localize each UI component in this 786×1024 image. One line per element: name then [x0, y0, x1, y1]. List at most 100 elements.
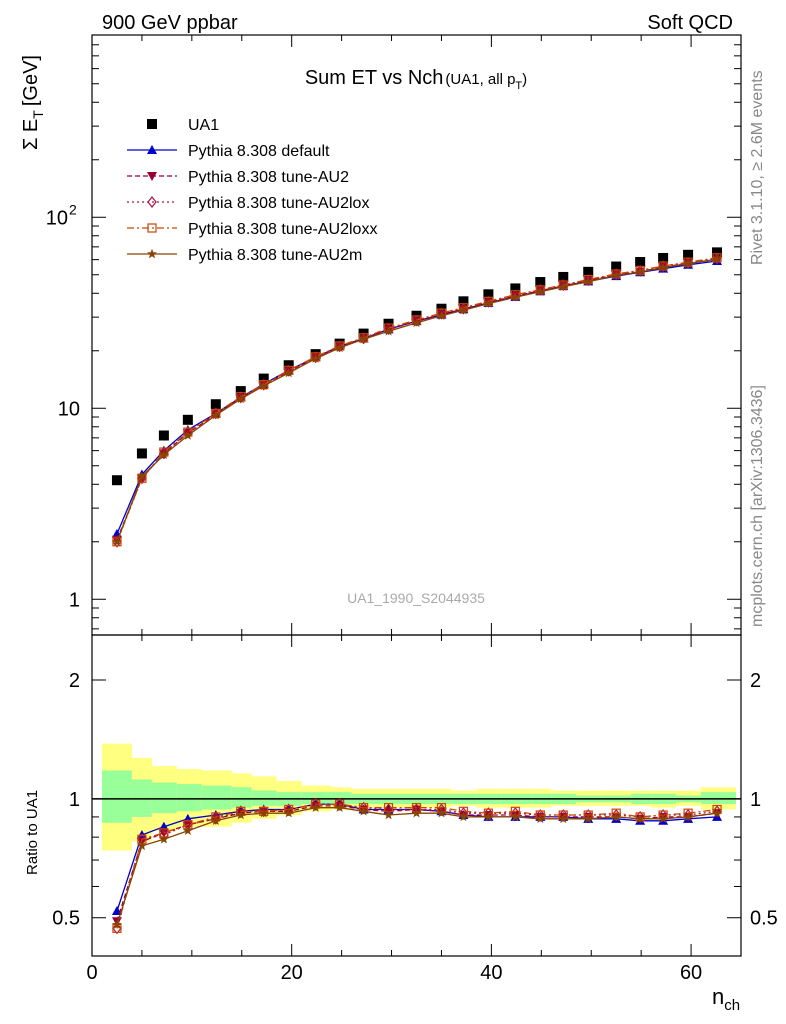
main-point-ua1 [235, 386, 246, 397]
legend-label-pythia-8-308-tune-au2loxx: Pythia 8.308 tune-AU2loxx [188, 221, 377, 238]
main-point-pythia-8-308-tune-au2lox [611, 268, 621, 281]
mcplots-label: mcplots.cern.ch [arXiv:1306.3436] [749, 385, 766, 627]
legend-marker-pythia-8-308-tune-au2loxx [147, 223, 157, 233]
main-point-pythia-8-308-tune-au2m [112, 536, 122, 546]
main-point-ua1 [483, 289, 494, 300]
x-tick-label: 40 [480, 962, 502, 984]
main-line-pythia-8-308-tune-au2lox [116, 258, 718, 543]
legend-marker-pythia-8-308-tune-au2 [147, 172, 157, 181]
ratio-point-pythia-8-308-tune-au2m [383, 809, 394, 820]
main-point-pythia-8-308-tune-au2loxx [558, 280, 568, 290]
main-line-pythia-8-308-tune-au2 [116, 258, 718, 540]
legend-label-pythia-8-308-tune-au2m: Pythia 8.308 tune-AU2m [188, 247, 362, 264]
header-left: 900 GeV ppbar [102, 12, 238, 34]
band-stat [231, 787, 252, 808]
ratio-point-pythia-8-308-tune-au2m [235, 809, 246, 820]
main-point-pythia-8-308-tune-au2m [583, 276, 594, 286]
main-point-ua1 [535, 277, 546, 288]
ratio-plot-frame [91, 634, 742, 957]
ratio-point-pythia-8-308-tune-au2lox [258, 805, 269, 818]
main-point-ua1 [111, 475, 122, 486]
ratio-point-pythia-8-308-tune-au2m [583, 813, 594, 824]
ratio-y-tick-label: 2 [69, 670, 80, 692]
main-point-pythia-8-308-tune-au2m [535, 286, 546, 296]
main-point-pythia-8-308-tune-au2lox [535, 283, 546, 296]
main-point-pythia-8-308-tune-au2lox [159, 447, 169, 460]
ratio-point-pythia-8-308-tune-au2lox [635, 810, 645, 823]
main-point-pythia-8-308-tune-au2lox [137, 472, 147, 485]
legend-marker-pythia-8-308-tune-au2lox [147, 196, 157, 208]
main-point-ua1 [510, 283, 521, 294]
main-point-pythia-8-308-tune-au2m [137, 471, 147, 481]
ratio-point-pythia-8-308-tune-au2lox [112, 922, 122, 935]
main-point-ua1 [258, 373, 269, 384]
main-point-ua1 [158, 430, 169, 441]
main-point-ua1 [658, 252, 669, 263]
main-point-pythia-8-308-tune-au2lox [510, 289, 521, 302]
ratio-y-tick-label-right: 2 [750, 670, 761, 692]
band-stat [201, 785, 232, 810]
main-point-ua1 [683, 249, 694, 260]
main-point-ua1 [458, 296, 469, 307]
ratio-point-pythia-8-308-tune-au2m [635, 813, 646, 824]
main-point-pythia-8-308-tune-au2m [235, 393, 246, 404]
main-point-ua1 [712, 247, 723, 258]
main-point-pythia-8-308-tune-au2m [683, 258, 693, 268]
legend-marker-ua1 [147, 119, 157, 129]
main-point-pythia-8-308-tune-au2m [658, 262, 669, 272]
ratio-y-tick-label: 0.5 [52, 908, 80, 930]
band-stat [101, 770, 132, 823]
main-line-pythia-8-308-tune-au2loxx [116, 257, 718, 543]
legend-label-ua1: UA1 [188, 117, 219, 134]
main-point-ua1 [611, 261, 622, 272]
band-stat [331, 792, 352, 805]
x-tick-label: 0 [86, 962, 97, 984]
ratio-point-pythia-8-308-tune-au2m [310, 802, 321, 812]
legend-marker-pythia-8-308-default [147, 145, 157, 154]
ratio-point-pythia-8-308-tune-au2m [535, 813, 546, 824]
main-point-pythia-8-308-tune-au2m [283, 367, 294, 378]
ratio-point-pythia-8-308-tune-au2m [658, 813, 669, 824]
main-point-ua1 [558, 271, 569, 282]
y-tick-label: 10 [46, 207, 68, 229]
band-stat [301, 792, 332, 805]
ratio-point-pythia-8-308-tune-au2m [436, 808, 447, 818]
main-point-ua1 [583, 266, 594, 277]
band-stat [176, 784, 202, 812]
band-stat [151, 782, 177, 814]
ratio-y-axis-label: Ratio to UA1 [24, 790, 41, 875]
main-point-ua1 [635, 257, 646, 268]
main-line-pythia-8-308-default [116, 260, 718, 535]
main-point-ua1 [136, 448, 147, 459]
main-point-pythia-8-308-tune-au2m [310, 353, 321, 363]
x-tick-label: 20 [281, 962, 303, 984]
main-point-pythia-8-308-tune-au2m [258, 380, 269, 391]
main-point-pythia-8-308-tune-au2lox [558, 279, 569, 291]
ratio-point-pythia-8-308-tune-au2m [210, 815, 221, 825]
x-tick-label: 60 [680, 962, 702, 984]
ratio-point-pythia-8-308-tune-au2m [258, 808, 269, 818]
legend-marker-pythia-8-308-tune-au2m [147, 248, 157, 259]
main-point-ua1 [210, 399, 221, 410]
main-point-pythia-8-308-tune-au2m [210, 410, 221, 420]
main-point-pythia-8-308-tune-au2lox [658, 260, 668, 273]
ratio-point-pythia-8-308-tune-au2m [611, 811, 622, 822]
main-point-pythia-8-308-tune-au2m [712, 254, 722, 264]
y-tick-label: 1 [69, 589, 80, 611]
main-point-pythia-8-308-tune-au2m [383, 326, 394, 336]
ratio-point-pythia-8-308-tune-au2m [458, 811, 469, 822]
main-point-ua1 [182, 414, 193, 425]
main-point-pythia-8-308-tune-au2m [558, 281, 569, 291]
y-tick-label-exponent: 2 [69, 201, 77, 217]
legend-label-pythia-8-308-tune-au2lox: Pythia 8.308 tune-AU2lox [188, 195, 369, 212]
main-point-pythia-8-308-tune-au2m [436, 310, 447, 320]
main-point-pythia-8-308-tune-au2lox [712, 252, 722, 265]
main-point-pythia-8-308-tune-au2m [158, 449, 169, 460]
ratio-y-tick-label-right: 1 [750, 789, 761, 811]
rivet-label: Rivet 3.1.10, ≥ 2.6M events [749, 70, 766, 265]
ratio-y-tick-label: 1 [69, 789, 80, 811]
main-point-pythia-8-308-tune-au2m [510, 292, 521, 302]
main-line-pythia-8-308-tune-au2m [116, 258, 718, 543]
y-axis-label: Σ ET[GeV] [20, 55, 46, 150]
